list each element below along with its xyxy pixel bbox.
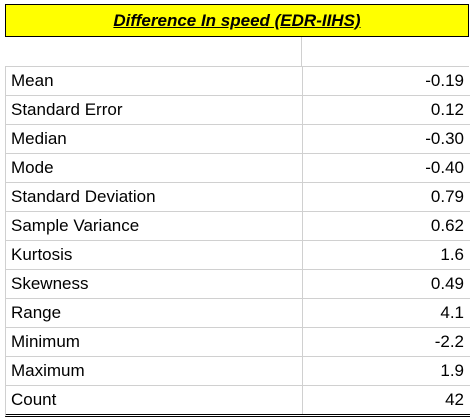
column-separator: [302, 183, 303, 211]
stat-value: -0.19: [425, 71, 464, 90]
stat-value: 1.9: [440, 361, 464, 380]
stat-value: 0.12: [430, 100, 464, 119]
stat-label: Kurtosis: [11, 245, 73, 264]
stat-value: -0.40: [425, 158, 464, 177]
column-separator: [302, 386, 303, 414]
stat-label: Skewness: [11, 274, 89, 293]
blank-row: [5, 37, 469, 67]
stat-row: Skewness 0.49: [6, 270, 470, 299]
column-separator: [302, 241, 303, 269]
stat-value: 4.1: [440, 303, 464, 322]
stat-row: Standard Deviation 0.79: [6, 183, 470, 212]
stat-row: Minimum -2.2: [6, 328, 470, 357]
title-cell: Difference In speed (EDR-IIHS): [5, 4, 469, 37]
column-separator: [302, 328, 303, 356]
stat-label: Mode: [11, 158, 54, 177]
column-separator: [302, 96, 303, 124]
column-separator: [302, 67, 303, 95]
column-separator: [302, 212, 303, 240]
stat-label: Mean: [11, 71, 54, 90]
stat-row: Mean -0.19: [6, 67, 470, 96]
stat-value: -0.30: [425, 129, 464, 148]
stat-value: -2.2: [434, 332, 464, 351]
stat-row: Median -0.30: [6, 125, 470, 154]
stat-row: Standard Error 0.12: [6, 96, 470, 125]
stat-value: 0.79: [430, 187, 464, 206]
stat-label: Count: [11, 390, 57, 409]
stat-row: Maximum 1.9: [6, 357, 470, 386]
stat-label: Standard Error: [11, 100, 123, 119]
stat-row: Range 4.1: [6, 299, 470, 328]
stat-value: 1.6: [440, 245, 464, 264]
stat-label: Median: [11, 129, 67, 148]
stat-row: Kurtosis 1.6: [6, 241, 470, 270]
stat-value: 0.62: [430, 216, 464, 235]
column-separator: [302, 299, 303, 327]
stat-value: 0.49: [430, 274, 464, 293]
stat-label: Sample Variance: [11, 216, 140, 235]
stat-label: Minimum: [11, 332, 80, 351]
stat-row: Mode -0.40: [6, 154, 470, 183]
column-separator: [302, 270, 303, 298]
stat-row: Count 42: [6, 386, 470, 414]
stat-label: Maximum: [11, 361, 85, 380]
column-separator: [302, 154, 303, 182]
stat-label: Standard Deviation: [11, 187, 156, 206]
stat-value: 42: [445, 390, 464, 409]
stats-table: Mean -0.19 Standard Error 0.12 Median -0.30 Mo…: [5, 67, 470, 417]
title: Difference In speed (EDR-IIHS): [113, 10, 361, 30]
column-separator: [302, 357, 303, 385]
stat-row: Sample Variance 0.62: [6, 212, 470, 241]
stat-label: Range: [11, 303, 62, 322]
column-separator: [302, 125, 303, 153]
